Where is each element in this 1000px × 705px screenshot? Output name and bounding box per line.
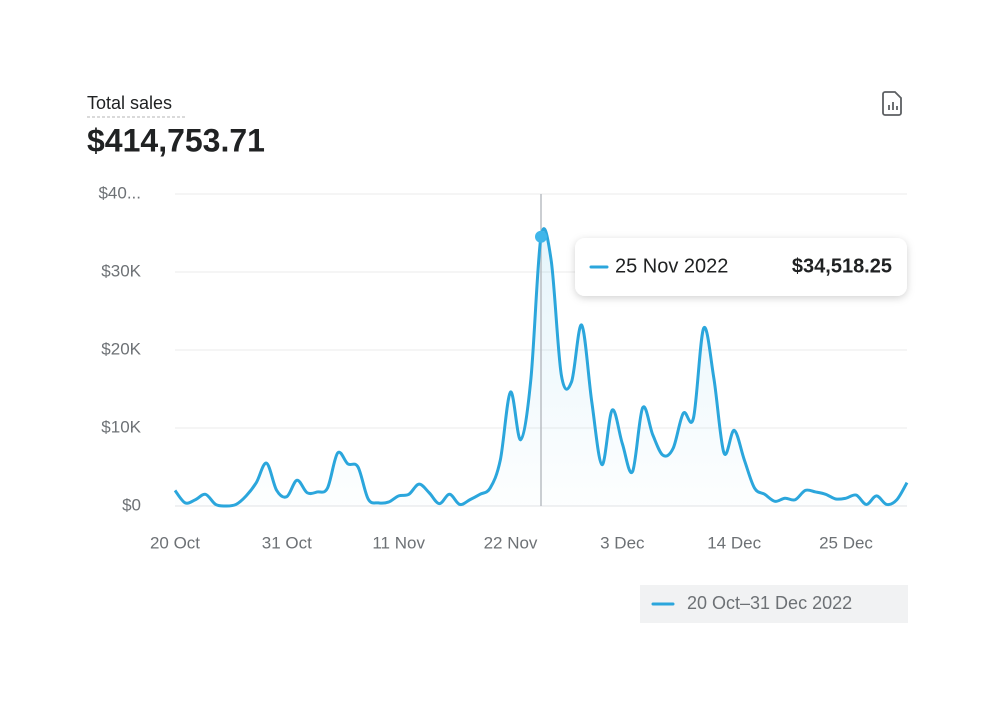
report-icon[interactable]: [882, 91, 902, 116]
y-tick-label: $0: [122, 495, 141, 514]
tooltip-value: $34,518.25: [792, 255, 892, 277]
total-value: $414,753.71: [87, 122, 265, 158]
x-tick-label: 14 Dec: [707, 533, 761, 552]
legend-box: [640, 585, 908, 623]
x-tick-label: 25 Dec: [819, 533, 873, 552]
tooltip-box: [575, 238, 907, 296]
x-tick-label: 20 Oct: [150, 533, 200, 552]
x-tick-label: 22 Nov: [484, 533, 538, 552]
y-tick-label: $30K: [101, 261, 141, 280]
x-tick-label: 11 Nov: [372, 533, 425, 552]
line: [173, 227, 909, 508]
y-tick-label: $40...: [98, 183, 141, 202]
chart-title: Total sales: [87, 93, 172, 113]
hover-point: [535, 230, 547, 243]
tooltip-date: 25 Nov 2022: [615, 255, 728, 277]
y-tick-label: $10K: [101, 417, 141, 436]
x-tick-label: 31 Oct: [262, 533, 312, 552]
y-tick-label: $20K: [101, 339, 141, 358]
legend-label[interactable]: 20 Oct–31 Dec 2022: [687, 593, 852, 613]
tooltip: 25 Nov 2022 $34,518.25: [575, 238, 907, 296]
x-tick-label: 3 Dec: [600, 533, 645, 552]
